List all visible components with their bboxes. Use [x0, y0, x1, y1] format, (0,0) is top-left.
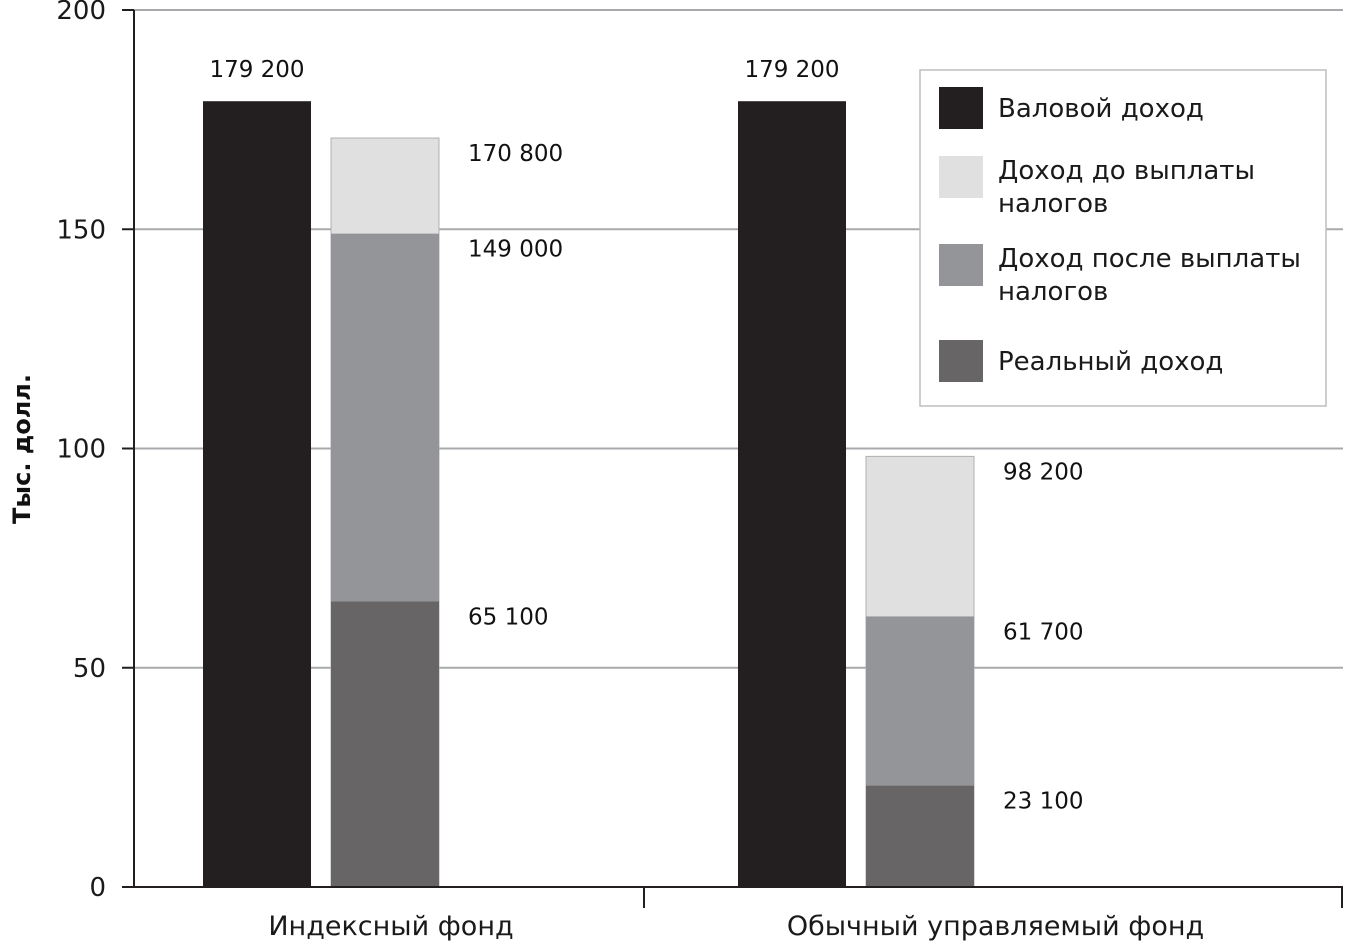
bar-1-series-1 — [203, 101, 311, 887]
legend-label: Реальный доход — [998, 347, 1223, 377]
legend-label: Валовой доход — [998, 94, 1204, 124]
legend: Валовой доход Доход до выплаты налогов Дохо… — [919, 69, 1327, 407]
data-label: 23 100 — [1003, 789, 1083, 815]
legend-swatch — [939, 156, 983, 198]
category-labels: Индексный фонд Обычный управляемый фонд — [268, 911, 1204, 942]
x-category-label: Обычный управляемый фонд — [787, 911, 1204, 942]
legend-box — [919, 69, 1327, 407]
y-tick-label: 100 — [56, 435, 106, 465]
data-label: 98 200 — [1003, 459, 1083, 485]
bar-2-series-4 — [866, 785, 974, 887]
legend-swatch — [939, 87, 983, 129]
x-category-label: Индексный фонд — [268, 911, 513, 942]
y-tick-label: 200 — [56, 0, 106, 26]
y-tick-labels: 0 50 100 150 200 — [56, 0, 134, 903]
data-label: 149 000 — [468, 237, 563, 263]
data-label: 61 700 — [1003, 619, 1083, 645]
legend-swatch — [939, 244, 983, 286]
data-label: 179 200 — [209, 57, 304, 83]
y-tick-label: 50 — [73, 654, 106, 684]
data-label: 65 100 — [468, 605, 548, 631]
legend-swatch — [939, 340, 983, 382]
legend-label: Доход до выплаты налогов — [998, 156, 1255, 219]
data-labels: 179 200 170 800 149 000 65 100 179 200 98 200… — [209, 57, 1083, 814]
data-label: 179 200 — [744, 57, 839, 83]
y-tick-label: 150 — [56, 215, 106, 245]
bar-2-series-1 — [738, 101, 846, 887]
y-tick-label: 0 — [89, 873, 106, 903]
data-label: 170 800 — [468, 141, 563, 167]
bar-1-series-4 — [331, 601, 439, 887]
legend-label: Доход после выплаты налогов — [998, 244, 1301, 307]
y-axis-title: Тыс. долл. — [8, 374, 36, 524]
bars — [203, 101, 975, 888]
